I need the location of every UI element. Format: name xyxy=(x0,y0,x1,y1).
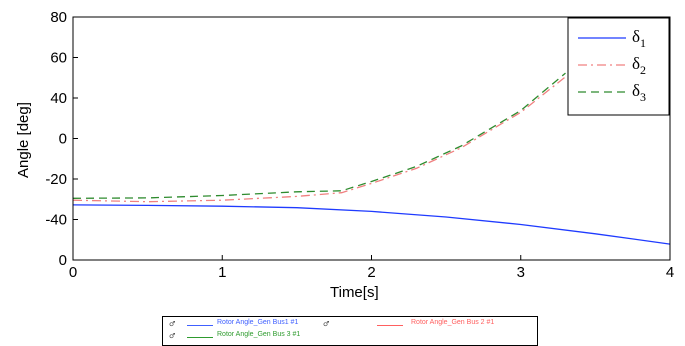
series-line-3 xyxy=(72,72,566,199)
bottom-legend-line-3 xyxy=(187,337,213,338)
y-tick-label: -20 xyxy=(45,171,67,188)
legend-label-1: δ1 xyxy=(632,27,646,50)
legend: δ1 δ2 δ3 xyxy=(567,17,670,116)
x-tick-label: 0 xyxy=(69,264,77,281)
y-axis-label: Angle [deg] xyxy=(15,102,32,178)
y-tick-label: 60 xyxy=(50,50,67,67)
x-tick-label: 4 xyxy=(666,264,674,281)
y-tick-label: 0 xyxy=(59,131,67,148)
bottom-legend-item-1: Rotor Angle_Gen Bus1 #1 xyxy=(217,319,299,326)
bottom-legend-marker-2: ♂ xyxy=(323,320,330,328)
x-axis-label: Time[s] xyxy=(330,284,379,301)
legend-label-3: δ3 xyxy=(632,81,646,104)
y-tick-label: -40 xyxy=(45,212,67,229)
series-line-1 xyxy=(72,204,671,245)
bottom-legend-line-2 xyxy=(377,325,403,326)
bottom-legend-item-3: Rotor Angle_Gen Bus 3 #1 xyxy=(217,331,301,338)
bottom-legend-item-2: Rotor Angle_Gen Bus 2 #1 xyxy=(411,319,495,326)
bottom-legend: ♂ Rotor Angle_Gen Bus1 #1 ♂ Rotor Angle_… xyxy=(162,316,538,346)
x-tick-label: 2 xyxy=(367,264,375,281)
x-tick-label: 3 xyxy=(517,264,525,281)
bottom-legend-line-1 xyxy=(187,325,213,326)
series-line-2 xyxy=(72,76,566,203)
x-tick-label: 1 xyxy=(218,264,226,281)
legend-label-2: δ2 xyxy=(632,54,646,77)
y-tick-label: 80 xyxy=(50,9,67,26)
bottom-legend-marker-1: ♂ xyxy=(169,320,176,328)
plot-lines xyxy=(72,72,671,245)
legend-box xyxy=(567,17,670,116)
bottom-legend-marker-3: ♂ xyxy=(169,332,176,340)
y-tick-label: 0 xyxy=(59,252,67,269)
y-tick-label: 40 xyxy=(50,90,67,107)
